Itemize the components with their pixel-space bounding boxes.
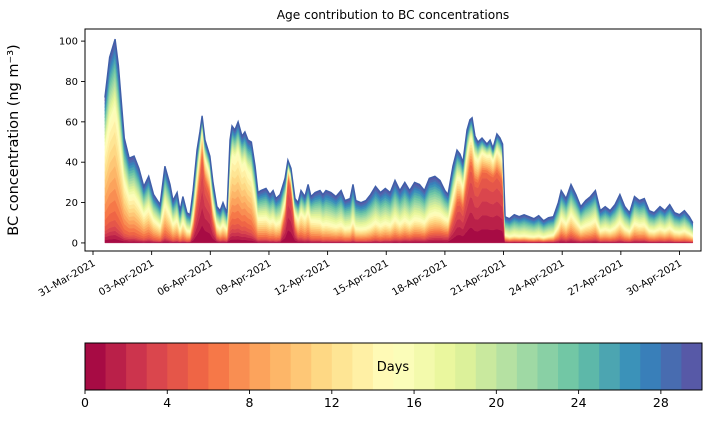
colorbar-outline — [84, 342, 703, 391]
colorbar-cell-17 — [434, 343, 456, 390]
colorbar-cell-7 — [228, 343, 250, 390]
y-tick-label-2: 40 — [65, 158, 78, 169]
stacked-age-bands — [104, 39, 693, 244]
colorbar-cell-18 — [455, 343, 477, 390]
x-tick-label-10: 30-Apr-2021 — [625, 258, 684, 298]
x-tick-label-7: 21-Apr-2021 — [449, 258, 508, 298]
colorbar-cell-2 — [126, 343, 148, 390]
y-tick-label-4: 80 — [65, 77, 78, 88]
x-axis: 31-Mar-2021 03-Apr-2021 06-Apr-2021 09-Apr-… — [37, 251, 684, 299]
x-tick-label-8: 24-Apr-2021 — [508, 258, 567, 298]
x-tick-label-2: 06-Apr-2021 — [156, 258, 215, 298]
colorbar-tick-label-4: 16 — [406, 395, 422, 410]
colorbar-cell-25 — [599, 343, 621, 390]
y-tick-label-3: 60 — [65, 117, 78, 128]
colorbar-cell-29 — [681, 343, 703, 390]
total-envelope-line — [104, 38, 694, 224]
colorbar-tick-label-0: 0 — [81, 395, 89, 410]
x-tick-label-4: 12-Apr-2021 — [273, 258, 332, 298]
colorbar-tick-label-2: 8 — [246, 395, 254, 410]
colorbar-cell-19 — [475, 343, 497, 390]
colorbar-tick-label-7: 28 — [653, 395, 669, 410]
colorbar-cell-22 — [537, 343, 559, 390]
plot-border — [84, 28, 702, 252]
colorbar-cell-0 — [85, 343, 106, 390]
y-tick-label-1: 20 — [65, 198, 78, 209]
colorbar-cell-24 — [578, 343, 600, 390]
x-tick-label-0: 31-Mar-2021 — [37, 258, 98, 299]
x-tick-label-9: 27-Apr-2021 — [566, 258, 625, 298]
y-tick-label-0: 0 — [72, 238, 78, 249]
colorbar-tick-label-1: 4 — [163, 395, 171, 410]
y-tick-label-5: 100 — [59, 37, 78, 48]
colorbar-cell-28 — [660, 343, 682, 390]
colorbar-cell-12 — [331, 343, 353, 390]
colorbar-tick-label-3: 12 — [324, 395, 340, 410]
colorbar-cell-13 — [352, 343, 374, 390]
colorbar-cell-15 — [393, 343, 415, 390]
colorbar-cell-26 — [619, 343, 641, 390]
x-tick-label-3: 09-Apr-2021 — [214, 258, 273, 298]
colorbar: 0 4 8 12 16 20 24 28 — [81, 342, 703, 410]
x-tick-label-5: 15-Apr-2021 — [332, 258, 391, 298]
chart-title: Age contribution to BC concentrations — [277, 8, 510, 22]
colorbar-cell-16 — [414, 343, 436, 390]
colorbar-tick-label-5: 20 — [488, 395, 504, 410]
colorbar-cell-4 — [167, 343, 189, 390]
colorbar-cell-9 — [270, 343, 292, 390]
y-axis: 0 20 40 60 80 100 — [59, 37, 85, 249]
colorbar-cell-5 — [187, 343, 209, 390]
colorbar-cell-1 — [105, 343, 127, 390]
colorbar-cell-21 — [516, 343, 538, 390]
colorbar-cell-6 — [208, 343, 230, 390]
x-tick-label-1: 03-Apr-2021 — [97, 258, 156, 298]
colorbar-cell-10 — [290, 343, 312, 390]
y-axis-label: BC concentration (ng m⁻³) — [6, 44, 22, 235]
colorbar-cell-11 — [311, 343, 333, 390]
colorbar-tick-label-6: 24 — [571, 395, 587, 410]
colorbar-cell-14 — [372, 343, 394, 390]
colorbar-label: Days — [377, 360, 410, 375]
colorbar-cell-8 — [249, 343, 271, 390]
colorbar-cell-3 — [146, 343, 168, 390]
colorbar-cell-20 — [496, 343, 518, 390]
colorbar-cell-27 — [640, 343, 662, 390]
colorbar-cell-23 — [558, 343, 579, 390]
x-tick-label-6: 18-Apr-2021 — [390, 258, 449, 298]
